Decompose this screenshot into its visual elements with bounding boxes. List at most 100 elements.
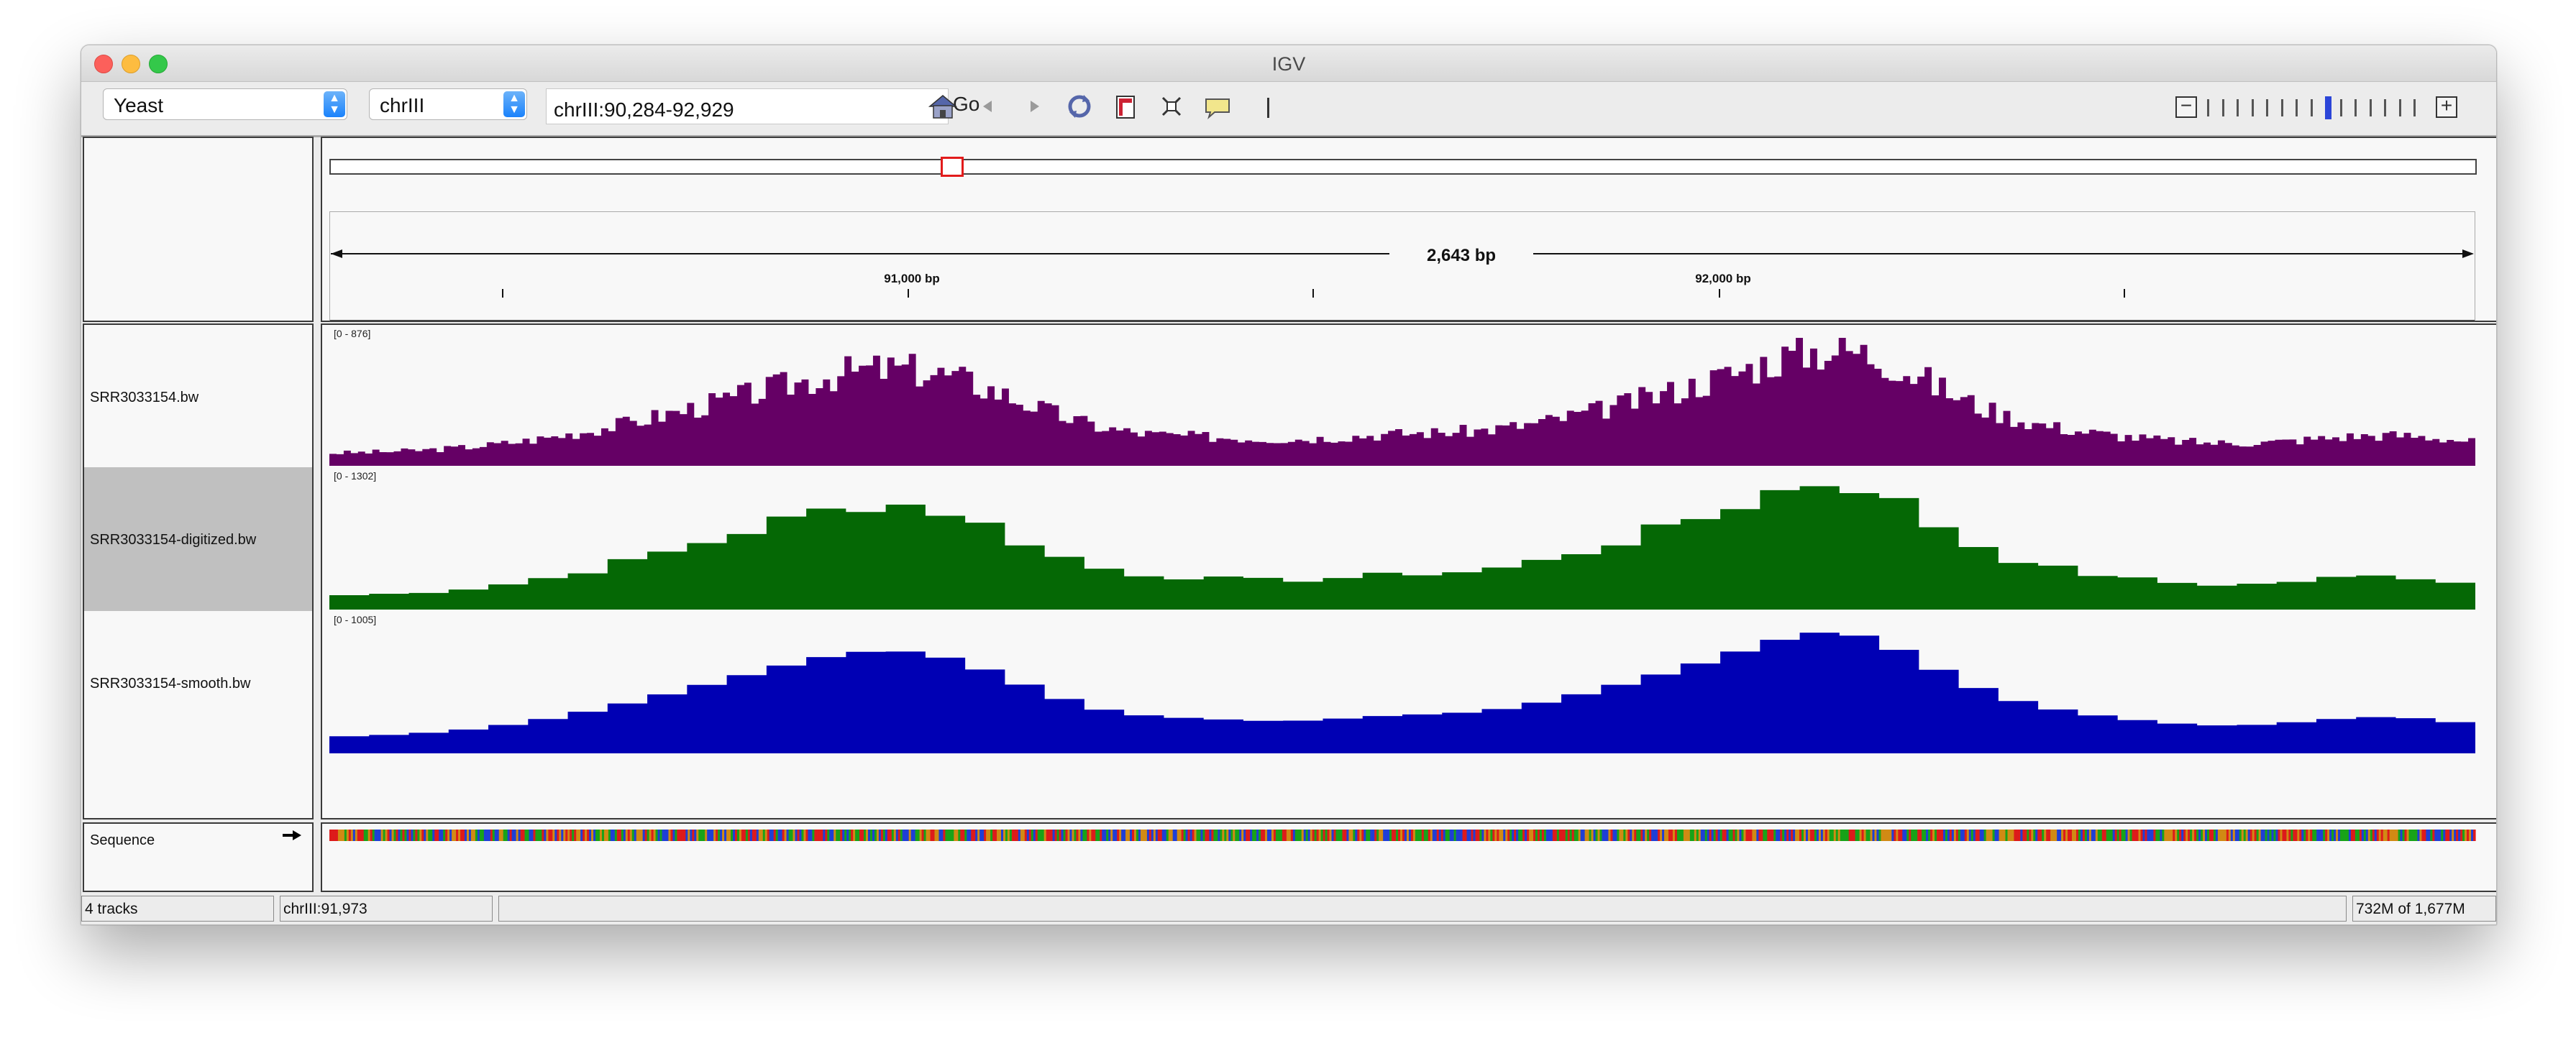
minimize-window-button[interactable] — [122, 55, 140, 73]
zoom-window-button[interactable] — [149, 55, 168, 73]
base-block — [2269, 830, 2273, 841]
base-block — [1550, 830, 1553, 841]
base-block — [1915, 830, 1918, 841]
base-block — [529, 830, 532, 841]
zoom-slider-tick[interactable] — [2296, 99, 2298, 116]
zoom-slider-tick[interactable] — [2251, 99, 2254, 116]
zoom-slider-tick[interactable] — [2280, 99, 2283, 116]
base-block — [2469, 830, 2472, 841]
track-name: SRR3033154.bw — [90, 390, 199, 405]
base-block — [2417, 830, 2421, 841]
base-block — [2119, 830, 2122, 841]
base-block — [797, 830, 800, 841]
base-block — [921, 830, 925, 841]
locus-input[interactable]: chrIII:90,284-92,929 — [546, 88, 949, 124]
zoom-slider-thumb[interactable] — [2325, 96, 2331, 119]
base-block — [675, 830, 677, 841]
base-block — [490, 830, 493, 841]
zoom-slider-tick[interactable] — [2237, 99, 2239, 116]
base-block — [683, 830, 686, 841]
home-icon[interactable] — [927, 92, 959, 121]
chromosome-ideogram[interactable] — [329, 159, 2477, 175]
ruler[interactable] — [329, 246, 2475, 318]
base-block — [2467, 830, 2470, 841]
base-block — [1174, 830, 1178, 841]
zoom-slider-tick[interactable] — [2310, 99, 2313, 116]
zoom-slider-tick[interactable] — [2355, 99, 2357, 116]
zoom-slider-tick[interactable] — [2207, 99, 2209, 116]
coverage-track[interactable] — [329, 325, 2475, 467]
zoom-slider-tick[interactable] — [2221, 99, 2224, 116]
zoom-out-button[interactable]: − — [2175, 96, 2197, 118]
base-block — [1743, 830, 1747, 841]
base-block — [2310, 830, 2313, 841]
base-block — [466, 830, 470, 841]
chromosome-select[interactable]: chrIII ▲ ▼ — [369, 88, 527, 120]
base-block — [1161, 830, 1165, 841]
base-block — [2230, 830, 2234, 841]
track-name-row-selected[interactable]: SRR3033154-digitized.bw — [84, 467, 312, 611]
base-block — [908, 830, 912, 841]
base-block — [402, 830, 406, 841]
base-block — [518, 830, 521, 841]
base-block — [2308, 830, 2311, 841]
base-block — [1651, 830, 1654, 841]
base-block — [1874, 830, 1878, 841]
roi-icon[interactable] — [1110, 92, 1141, 121]
coverage-track[interactable] — [329, 467, 2475, 611]
track-row[interactable]: [0 - 1302] — [329, 467, 2475, 611]
track-name-row[interactable]: SRR3033154-smooth.bw — [84, 611, 312, 755]
genome-select[interactable]: Yeast ▲ ▼ — [103, 88, 347, 120]
zoom-slider-tick[interactable] — [2398, 99, 2401, 116]
popup-text-icon[interactable] — [1202, 92, 1233, 121]
refresh-icon[interactable] — [1064, 92, 1095, 121]
zoom-slider-tick[interactable] — [2413, 99, 2416, 116]
base-block — [1861, 830, 1865, 841]
track-name-row[interactable]: SRR3033154.bw — [84, 325, 312, 467]
base-block — [2151, 830, 2154, 841]
base-block — [936, 830, 940, 841]
close-window-button[interactable] — [94, 55, 113, 73]
back-icon[interactable] — [973, 92, 1005, 121]
zoom-slider-tick[interactable] — [2384, 99, 2386, 116]
base-block — [572, 830, 575, 841]
base-block — [831, 830, 834, 841]
base-block — [598, 830, 600, 841]
base-block — [1612, 830, 1616, 841]
resize-icon[interactable] — [1156, 92, 1187, 121]
forward-icon[interactable] — [1018, 92, 1049, 121]
base-block — [634, 830, 637, 841]
base-block — [647, 830, 650, 841]
zoom-in-button[interactable]: + — [2436, 96, 2457, 118]
current-region-marker[interactable] — [941, 157, 964, 177]
base-block — [1155, 830, 1159, 841]
base-block — [2400, 830, 2403, 841]
base-block — [2228, 830, 2232, 841]
base-block — [1453, 830, 1457, 841]
zoom-slider-tick[interactable] — [2369, 99, 2372, 116]
data-panel[interactable]: [0 - 876] [0 - 1302] [0 - 1005] — [321, 323, 2496, 819]
base-block — [1093, 830, 1096, 841]
base-block — [1739, 830, 1743, 841]
base-block — [1630, 830, 1632, 841]
base-block — [722, 830, 725, 841]
sequence-panel[interactable] — [321, 822, 2496, 892]
go-button[interactable]: Go — [953, 93, 980, 115]
zoom-widget[interactable]: − + — [2175, 95, 2457, 124]
base-block — [1979, 830, 1983, 841]
base-block — [1608, 830, 1612, 841]
sequence-track[interactable] — [329, 830, 2497, 841]
base-block — [988, 830, 991, 841]
coverage-track[interactable] — [329, 611, 2475, 755]
base-block — [764, 830, 768, 841]
track-row[interactable]: [0 - 1005] — [329, 611, 2475, 755]
base-block — [535, 830, 539, 841]
igv-window: IGV Yeast ▲ ▼ chrIII ▲ ▼ chrIII:90,284-92,… — [81, 45, 2497, 925]
zoom-slider-tick[interactable] — [2266, 99, 2268, 116]
base-block — [849, 830, 851, 841]
base-block — [385, 830, 388, 841]
right-arrow-icon[interactable] — [281, 828, 303, 842]
base-block — [1056, 830, 1060, 841]
zoom-slider-tick[interactable] — [2339, 99, 2342, 116]
track-row[interactable]: [0 - 876] — [329, 325, 2475, 467]
